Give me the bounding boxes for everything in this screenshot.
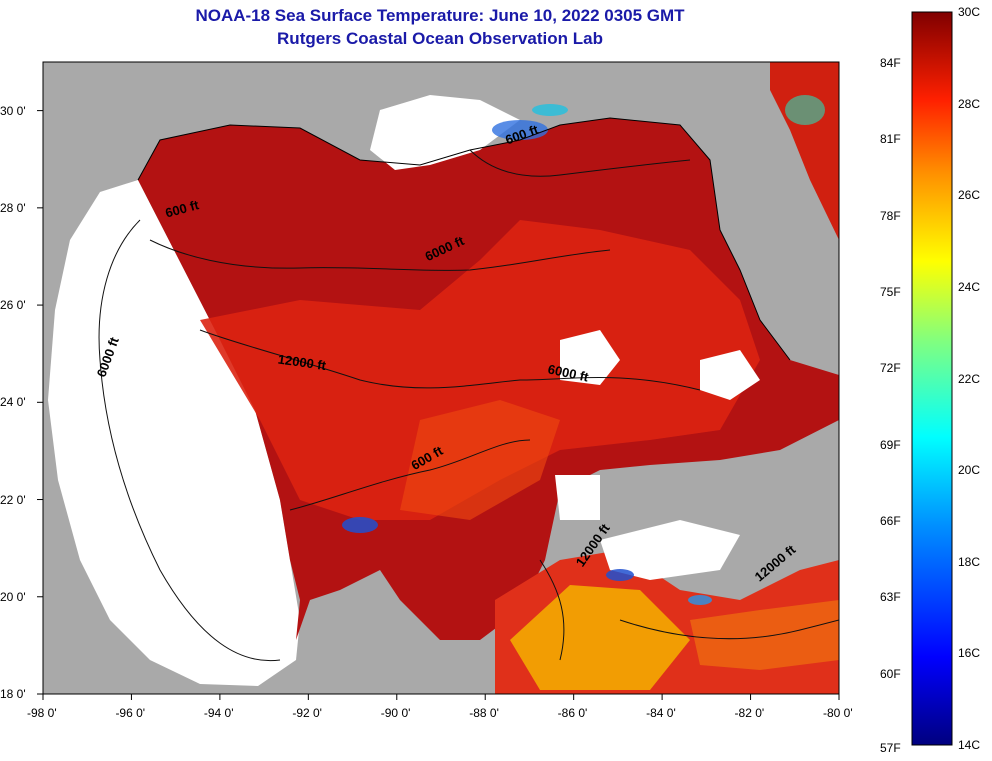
sst-hot-zone — [400, 400, 560, 520]
lat-label: 22 0' — [0, 492, 26, 507]
cloud-patch — [600, 520, 740, 580]
colorbar-celsius-label: 22C — [958, 371, 981, 386]
caribbean-cool-zone — [510, 585, 690, 690]
coastline — [137, 117, 791, 361]
lon-label: -86 0' — [557, 706, 588, 720]
lat-label: 28 0' — [0, 200, 26, 215]
map-subtitle: Rutgers Coastal Ocean Observation Lab — [277, 29, 603, 48]
lon-label: -94 0' — [203, 706, 234, 720]
caribbean-mid-zone — [690, 600, 839, 670]
map-title: NOAA-18 Sea Surface Temperature: June 10… — [195, 6, 685, 25]
colorbar-celsius-label: 26C — [958, 188, 981, 203]
axis-ticks — [37, 110, 840, 700]
colorbar-celsius-label: 20C — [958, 463, 981, 478]
colorbar-celsius-label: 14C — [958, 738, 981, 752]
cool-speckles — [342, 95, 825, 605]
colorbar — [911, 11, 953, 746]
map-frame — [42, 61, 840, 695]
lon-label: -82 0' — [734, 706, 765, 720]
colorbar-fahrenheit-label: 72F — [880, 361, 901, 376]
colorbar-celsius-label: 24C — [958, 279, 981, 294]
cloud-patch — [560, 330, 620, 385]
colorbar-fahrenheit-label: 81F — [880, 132, 901, 147]
colorbar-celsius-label: 18C — [958, 554, 981, 569]
lat-label: 26 0' — [0, 298, 26, 313]
lat-label: 18 0' — [0, 687, 26, 701]
lat-label: 30 0' — [0, 103, 26, 118]
cloud-patch — [700, 350, 760, 400]
cloud-patch — [370, 95, 520, 170]
colorbar-fahrenheit-label: 60F — [880, 666, 901, 681]
no-data-region — [48, 180, 300, 686]
lon-label: -92 0' — [292, 706, 322, 720]
colorbar-celsius-label: 30C — [958, 5, 981, 19]
lat-label: 24 0' — [0, 395, 26, 410]
bathymetry-contours — [98, 149, 839, 662]
lon-label: -90 0' — [380, 706, 411, 720]
lon-label: -80 0' — [823, 706, 853, 720]
colorbar-fahrenheit-label: 63F — [880, 590, 901, 605]
colorbar-fahrenheit-label: 78F — [880, 208, 901, 223]
lat-label: 20 0' — [0, 589, 26, 604]
lon-label: -96 0' — [115, 706, 146, 720]
lon-label: -84 0' — [646, 706, 676, 720]
cloud-patch — [555, 475, 600, 520]
contour-label: 12000 ft — [277, 352, 328, 374]
lon-label: -88 0' — [469, 706, 499, 720]
sst-warm-zone — [200, 220, 760, 520]
colorbar-fahrenheit-label: 69F — [880, 437, 901, 452]
colorbar-fahrenheit-label: 66F — [880, 514, 901, 529]
colorbar-fahrenheit-label: 57F — [880, 741, 901, 755]
colorbar-celsius-label: 16C — [958, 646, 981, 661]
colorbar-celsius-label: 28C — [958, 96, 981, 111]
colorbar-fahrenheit-label: 75F — [880, 284, 901, 299]
lon-label: -98 0' — [27, 706, 57, 720]
colorbar-fahrenheit-label: 84F — [880, 55, 901, 70]
